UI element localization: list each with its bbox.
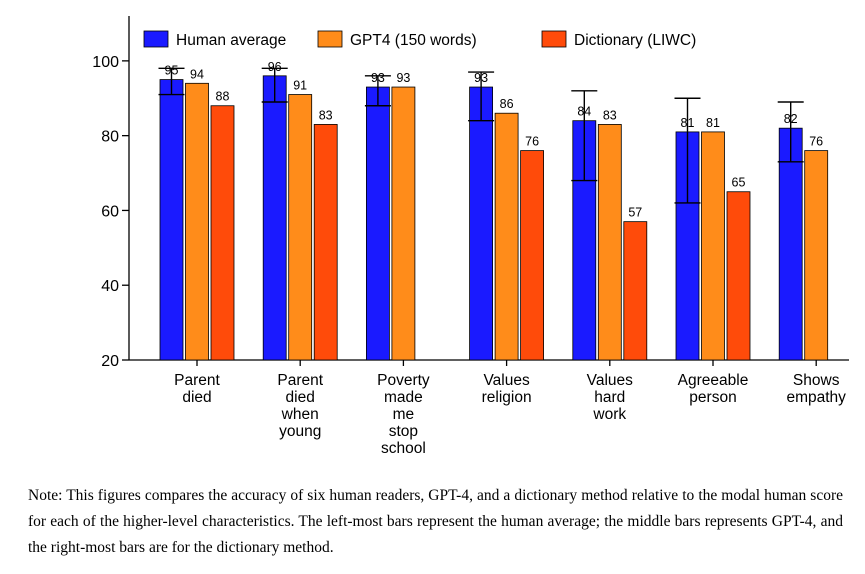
data-label: 82 (784, 112, 798, 126)
data-label: 96 (268, 60, 282, 74)
x-tick-label-line: empathy (786, 389, 846, 406)
data-label: 93 (474, 71, 488, 85)
x-tick-label-line: young (279, 423, 321, 440)
data-label: 81 (706, 116, 720, 130)
x-tick-label-line: Parent (277, 372, 323, 389)
bar (778, 127, 803, 361)
bar (623, 221, 648, 361)
bar (313, 124, 338, 361)
data-label: 86 (500, 97, 514, 111)
y-tick-label: 40 (101, 278, 119, 295)
x-tick-label-line: work (592, 406, 626, 423)
x-tick-label-line: Parent (174, 372, 220, 389)
x-tick-label: Parent died (174, 372, 220, 406)
legend-label: Dictionary (LIWC) (574, 32, 696, 49)
x-tick-label-line: me (393, 406, 415, 423)
x-tick-label-line: made (384, 389, 423, 406)
data-label: 81 (681, 116, 695, 130)
x-tick-label: Parent died when young (277, 372, 323, 440)
bar (520, 150, 544, 361)
bars (159, 75, 829, 361)
data-labels: 95 96 93 93 84 81 82 94 91 93 86 83 81 76 88 83 76 57 65 (165, 60, 824, 220)
data-label: 83 (603, 108, 617, 122)
x-tick-label: Agreeable person (678, 372, 749, 406)
data-label: 76 (525, 135, 539, 149)
legend-label: GPT4 (150 words) (350, 32, 477, 49)
x-tick-label-line: stop (389, 423, 418, 440)
data-label: 91 (293, 79, 307, 93)
x-tick-label: Poverty made me stop school (377, 372, 430, 457)
y-tick-label: 20 (101, 353, 119, 370)
figure-note: Note: This figures compares the accuracy… (28, 487, 843, 556)
x-tick-label: Values hard work (587, 372, 633, 423)
bar (210, 105, 235, 361)
bar (469, 86, 494, 361)
legend-swatch (143, 30, 169, 48)
data-label: 65 (732, 176, 746, 190)
x-tick-label-line: died (182, 389, 211, 406)
x-tick-label-line: religion (482, 389, 532, 406)
data-label: 88 (216, 90, 230, 104)
data-label: 94 (190, 67, 204, 81)
bar (804, 150, 829, 361)
bar (726, 191, 751, 361)
x-tick-label-line: Agreeable (678, 372, 749, 389)
error-bars (158, 67, 804, 204)
x-tick-label-line: died (286, 389, 315, 406)
bar (494, 112, 519, 361)
y-tick-label: 60 (101, 203, 119, 220)
y-tick-label: 80 (101, 129, 119, 146)
data-label: 76 (809, 135, 823, 149)
data-label: 84 (577, 105, 591, 119)
legend-label: Human average (176, 32, 286, 49)
x-tick-label-line: Poverty (377, 372, 430, 389)
data-label: 57 (628, 206, 642, 220)
x-tick-label-line: hard (594, 389, 625, 406)
chart-container: Human average GPT4 (150 words) Dictionary … (92, 16, 849, 457)
x-tick-label-line: when (281, 406, 319, 423)
data-label: 83 (319, 108, 333, 122)
bar (159, 79, 184, 361)
y-tick-label: 100 (92, 54, 119, 71)
data-label: 93 (396, 71, 410, 85)
bar (288, 94, 313, 361)
x-tick-label-line: Shows (793, 372, 840, 389)
legend-swatch (541, 30, 567, 48)
data-label: 93 (371, 71, 385, 85)
x-tick-label-line: Values (483, 372, 529, 389)
bar (262, 75, 287, 361)
bar-chart: Human average GPT4 (150 words) Dictionary … (92, 16, 849, 457)
x-tick-label: Values religion (482, 372, 532, 406)
bar (185, 82, 209, 361)
bar (701, 131, 725, 361)
x-tick-label-line: school (381, 440, 426, 457)
bar (391, 86, 416, 361)
bar (365, 86, 390, 361)
bar (597, 124, 622, 361)
x-tick-label-line: person (689, 389, 736, 406)
data-label: 95 (165, 64, 179, 78)
legend: Human average GPT4 (150 words) Dictionary … (143, 30, 696, 49)
legend-swatch (317, 30, 343, 48)
x-tick-label: Shows empathy (786, 372, 846, 406)
x-tick-label-line: Values (587, 372, 633, 389)
